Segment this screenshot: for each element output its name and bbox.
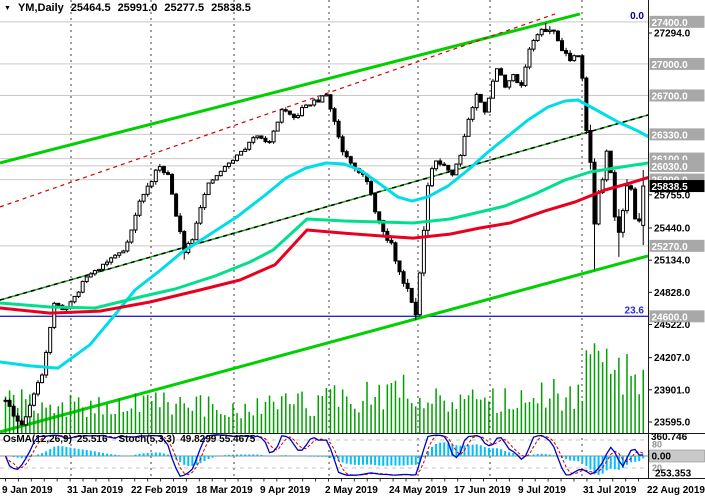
svg-text:17 Jun 2019: 17 Jun 2019 [454,485,511,496]
svg-text:26330.0: 26330.0 [652,130,689,141]
svg-text:9 Jan 2019: 9 Jan 2019 [2,485,53,496]
svg-text:27400.0: 27400.0 [652,18,689,29]
svg-text:24207.0: 24207.0 [654,353,691,364]
indicator-label: OsMA(12,26,9) 25.516 Stoch(5,3,3) 49.829… [3,434,255,445]
svg-text:23901.0: 23901.0 [654,385,691,396]
panel-borders [0,0,705,479]
indicator-panel [0,434,648,477]
svg-text:24600.0: 24600.0 [652,312,689,323]
svg-text:25440.0: 25440.0 [654,223,691,234]
svg-text:24828.0: 24828.0 [654,288,691,299]
svg-text:9 Jul 2019: 9 Jul 2019 [518,485,566,496]
svg-text:31 Jan 2019: 31 Jan 2019 [67,485,124,496]
trendlines[interactable] [0,12,648,434]
svg-text:0.00: 0.00 [652,452,672,463]
svg-text:25134.0: 25134.0 [654,256,691,267]
svg-text:25838.5: 25838.5 [652,182,689,193]
stoch-signal-line [5,434,644,476]
svg-text:20: 20 [652,463,662,473]
svg-text:27294.0: 27294.0 [654,29,691,40]
chart-title: ▼ YM,Daily 25464.5 25991.0 25277.5 25838… [4,2,251,14]
svg-text:18 Mar 2019: 18 Mar 2019 [196,485,253,496]
time-axis[interactable]: 9 Jan 2019 31 Jan 2019 22 Feb 2019 18 Mar 2… [2,479,705,496]
svg-text:26700.0: 26700.0 [652,91,689,102]
osma-value: 25.516 [76,434,108,445]
osma-histogram [8,442,645,475]
osma-name: OsMA(12,26,9) [3,434,72,445]
volume-bars [4,343,644,433]
symbol-dropdown-icon[interactable]: ▼ [4,4,11,12]
title-low: 25277.5 [164,2,205,14]
median-trendline-dash [0,114,648,301]
moving-averages [0,98,648,370]
price-axis[interactable]: 27294.0 25755.0 25440.0 25134.0 24828.0 24522… [625,11,705,480]
svg-text:22 Aug 2019: 22 Aug 2019 [647,485,705,496]
svg-text:24522.0: 24522.0 [654,320,691,331]
fib-236-label: 23.6 [625,305,645,316]
ma-fast-cyan [0,98,648,370]
title-high: 25991.0 [117,2,158,14]
stoch-values: 49.8299 55.4675 [180,434,256,445]
svg-text:253.353: 253.353 [655,469,692,480]
svg-text:2 May 2019: 2 May 2019 [325,485,378,496]
candles-layer [3,22,646,434]
title-close: 25838.5 [211,2,251,14]
channel-upper-line [0,12,581,165]
svg-text:360.746: 360.746 [651,432,688,443]
title-open: 25464.5 [70,2,111,14]
svg-text:9 Apr 2019: 9 Apr 2019 [260,485,311,496]
resistance-trendline [0,13,556,208]
channel-lower-line [0,254,648,434]
stoch-main-line [4,434,644,477]
svg-text:23595.0: 23595.0 [654,417,691,428]
stoch-name: Stoch(5,3,3) [118,434,176,445]
svg-text:24 May 2019: 24 May 2019 [389,485,448,496]
current-price-box [649,180,705,193]
svg-text:22 Feb 2019: 22 Feb 2019 [131,485,188,496]
ma-mid-green [0,161,648,310]
svg-text:26030.0: 26030.0 [652,162,689,173]
svg-text:80: 80 [652,440,662,450]
svg-text:25755.0: 25755.0 [654,190,691,201]
title-symbol-timeframe: YM,Daily [17,2,64,14]
svg-text:31 Jul 2019: 31 Jul 2019 [583,485,637,496]
svg-text:25270.0: 25270.0 [652,242,689,253]
fib-0-label: 0.0 [630,11,644,22]
ma-slow-red [0,176,648,315]
svg-text:27000.0: 27000.0 [652,60,689,71]
